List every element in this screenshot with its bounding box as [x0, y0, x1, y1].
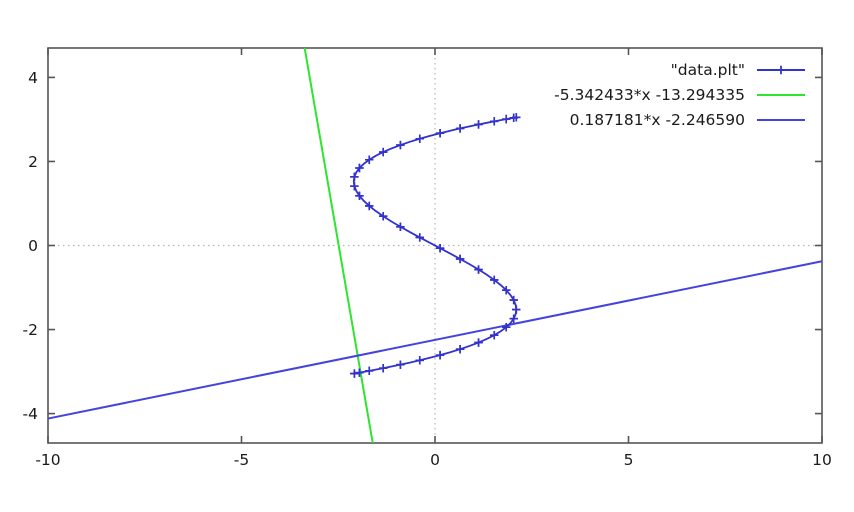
data-point-marker [490, 275, 499, 285]
data-point-marker [512, 305, 521, 314]
data-point-marker [355, 368, 364, 377]
x-axis-ticks [47, 48, 823, 443]
y-tick-label: 2 [28, 153, 38, 171]
data-point-marker [509, 314, 518, 323]
data-point-marker [502, 285, 511, 295]
data-point-marker [379, 212, 388, 221]
x-tick-label: 0 [430, 451, 440, 469]
data-point-marker [365, 201, 374, 211]
data-point-marker [379, 363, 388, 373]
legend: "data.plt" -5.342433*x -13.294335 0.187181… [554, 61, 805, 129]
data-point-marker [355, 191, 364, 201]
legend-entry-label: "data.plt" [671, 61, 745, 79]
data-point-marker [455, 254, 465, 264]
x-tick-label: 5 [624, 451, 634, 469]
y-tick-label: -4 [23, 405, 38, 423]
data-point-marker [512, 113, 521, 122]
y-tick-label: -2 [23, 321, 38, 339]
data-point-marker [502, 114, 511, 124]
data-point-marker [509, 295, 518, 305]
data-point-marker [435, 243, 445, 253]
data-point-marker [415, 356, 424, 365]
x-tick-label: -10 [35, 451, 60, 469]
data-point-marker [490, 117, 499, 126]
data-point-marker [415, 233, 424, 242]
data-point-marker [415, 134, 424, 143]
x-tick-label: -5 [234, 451, 249, 469]
y-tick-label: 4 [28, 69, 38, 87]
grid-lines [48, 48, 822, 443]
data-point-marker [396, 222, 405, 231]
series-group [47, 47, 823, 444]
legend-entry-label: -5.342433*x -13.294335 [554, 86, 745, 104]
series-line-green-fit [303, 47, 374, 444]
y-axis-ticks [48, 76, 822, 415]
data-point-marker [350, 172, 359, 182]
data-point-marker [365, 366, 374, 376]
x-tick-label: 10 [812, 451, 832, 469]
data-point-marker [396, 360, 405, 369]
data-point-marker [379, 147, 388, 157]
data-point-marker [350, 369, 359, 378]
legend-entry-label: 0.187181*x -2.246590 [570, 111, 745, 129]
data-point-marker [474, 120, 483, 129]
data-point-marker [396, 140, 405, 150]
data-point-marker [435, 128, 445, 138]
data-point-marker [455, 124, 465, 133]
y-axis-tick-labels: 4 2 0 -2 -4 [23, 69, 38, 423]
series-markers-data-plt [350, 113, 521, 378]
data-point-marker [502, 323, 511, 332]
series-line-blue-fit [47, 260, 823, 420]
data-point-marker [455, 344, 465, 354]
y-tick-label: 0 [28, 237, 38, 255]
data-point-marker [474, 338, 483, 347]
legend-point-marker [776, 65, 786, 75]
data-point-marker [490, 330, 499, 340]
data-point-marker [474, 265, 483, 274]
data-point-marker [355, 163, 364, 173]
data-point-marker [365, 155, 374, 164]
data-point-marker [350, 181, 359, 191]
x-axis-tick-labels: -10 -5 0 5 10 [35, 451, 832, 469]
data-point-marker [435, 350, 445, 360]
